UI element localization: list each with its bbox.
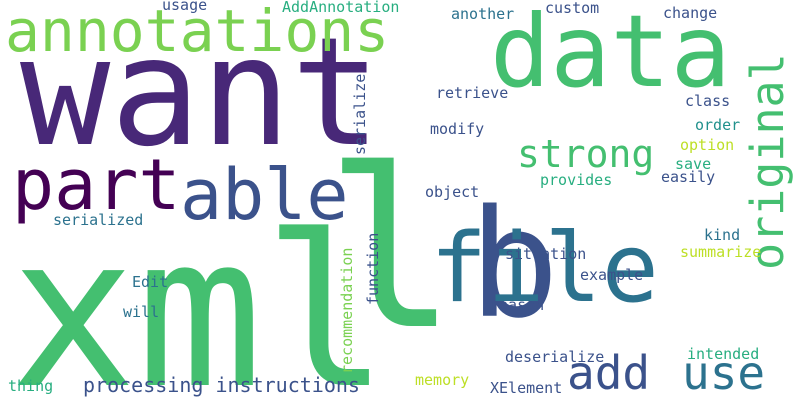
word-kind: kind — [704, 226, 741, 244]
word-addannotation: AddAnnotation — [282, 0, 400, 16]
word-change: change — [663, 4, 718, 22]
word-serialized: serialized — [53, 211, 144, 229]
word-recommendation: recommendation — [338, 247, 356, 374]
word-annotations: annotations — [5, 0, 390, 65]
word-order: order — [695, 116, 741, 134]
word-xml: xml — [10, 190, 390, 400]
word-thing: thing — [8, 377, 54, 395]
word-save: save — [675, 155, 712, 173]
word-want: want — [20, 6, 382, 180]
word-xelement: XElement — [490, 379, 563, 397]
word-function: function — [364, 232, 382, 305]
word-add: add — [567, 346, 651, 400]
word-usage: usage — [162, 0, 208, 14]
word-another: another — [451, 5, 515, 23]
word-able: able — [180, 154, 349, 236]
word-processing-instructions: processing instructions — [83, 373, 360, 397]
word-class: class — [685, 92, 731, 110]
word-part: part — [12, 144, 181, 226]
word-edit: Edit — [132, 273, 169, 291]
word-retrieve: retrieve — [436, 84, 509, 102]
word-memory: memory — [415, 371, 470, 389]
word-provides: provides — [540, 171, 613, 189]
word-l: l — [325, 122, 458, 378]
word-will: will — [123, 303, 160, 321]
word-file: file — [430, 214, 659, 324]
word-option: option — [680, 136, 735, 154]
word-situation: situation — [505, 245, 587, 263]
word-data: data — [490, 0, 731, 110]
word-intended: intended — [687, 345, 760, 363]
word-deserialize: deserialize — [505, 348, 605, 366]
word-easily: easily — [661, 168, 716, 186]
word-modify: modify — [430, 120, 485, 138]
word-reason: reason — [490, 296, 545, 314]
word-custom: custom — [545, 0, 600, 17]
word-use: use — [682, 346, 766, 400]
word-example: example — [580, 266, 644, 284]
word-summarize: summarize — [680, 243, 762, 261]
word-strong: strong — [517, 132, 655, 176]
word-serialize: serialize — [351, 73, 369, 155]
word-original: original — [741, 53, 794, 270]
word-object: object — [425, 183, 480, 201]
